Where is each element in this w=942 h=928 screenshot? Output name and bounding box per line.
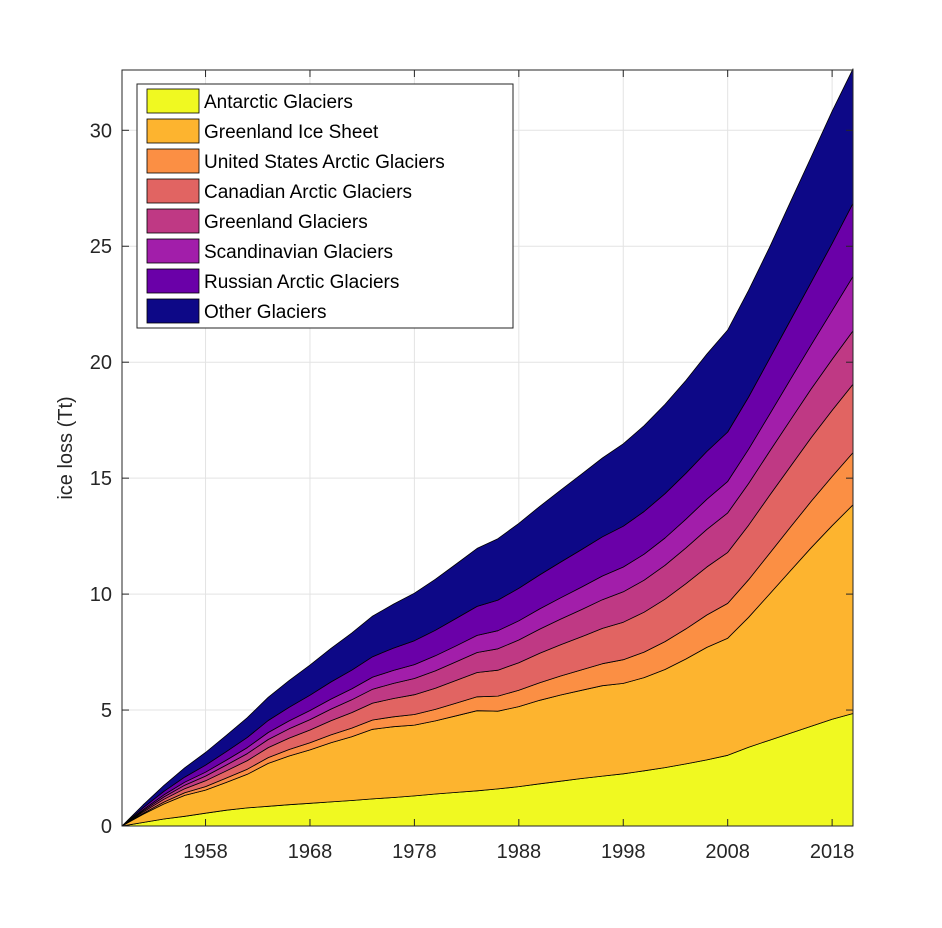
x-tick-label: 1988 (497, 841, 542, 863)
x-tick-label: 2018 (810, 841, 855, 863)
x-tick-label: 1978 (392, 841, 437, 863)
legend-swatch (146, 178, 200, 204)
legend-label: Greenland Ice Sheet (204, 122, 379, 143)
legend-label: Russian Arctic Glaciers (204, 272, 399, 293)
legend-label: Canadian Arctic Glaciers (204, 182, 412, 203)
legend-swatch (146, 118, 200, 144)
y-tick-label: 25 (90, 236, 112, 258)
legend-label: Greenland Glaciers (204, 212, 368, 233)
legend-label: Antarctic Glaciers (204, 92, 353, 113)
legend-label: United States Arctic Glaciers (204, 152, 445, 173)
x-tick-label: 2008 (705, 841, 750, 863)
legend-swatch (146, 238, 200, 264)
y-tick-label: 0 (101, 816, 112, 838)
x-tick-label: 1958 (183, 841, 228, 863)
x-tick-label: 1998 (601, 841, 646, 863)
legend-box (136, 83, 514, 329)
y-tick-label: 10 (90, 584, 112, 606)
legend-label: Scandinavian Glaciers (204, 242, 393, 263)
legend-swatch (146, 268, 200, 294)
legend-swatch (146, 88, 200, 114)
legend-label: Other Glaciers (204, 302, 326, 323)
x-axis-ticks: 1958 1968 1978 1988 1998 2008 2018 (183, 70, 854, 863)
plot-frame (121, 69, 854, 827)
legend-swatch (146, 208, 200, 234)
legend-swatch (146, 298, 200, 324)
y-tick-label: 30 (90, 120, 112, 142)
legend: Antarctic Glaciers Greenland Ice Sheet Uni… (136, 83, 514, 329)
y-tick-label: 5 (101, 700, 112, 722)
y-tick-label: 15 (90, 468, 112, 490)
x-tick-label: 1968 (288, 841, 333, 863)
legend-swatch (146, 148, 200, 174)
y-axis-label: ice loss (Tt) (55, 396, 77, 499)
y-tick-label: 20 (90, 352, 112, 374)
y-axis-ticks: 0 5 10 15 20 25 30 (90, 120, 853, 838)
